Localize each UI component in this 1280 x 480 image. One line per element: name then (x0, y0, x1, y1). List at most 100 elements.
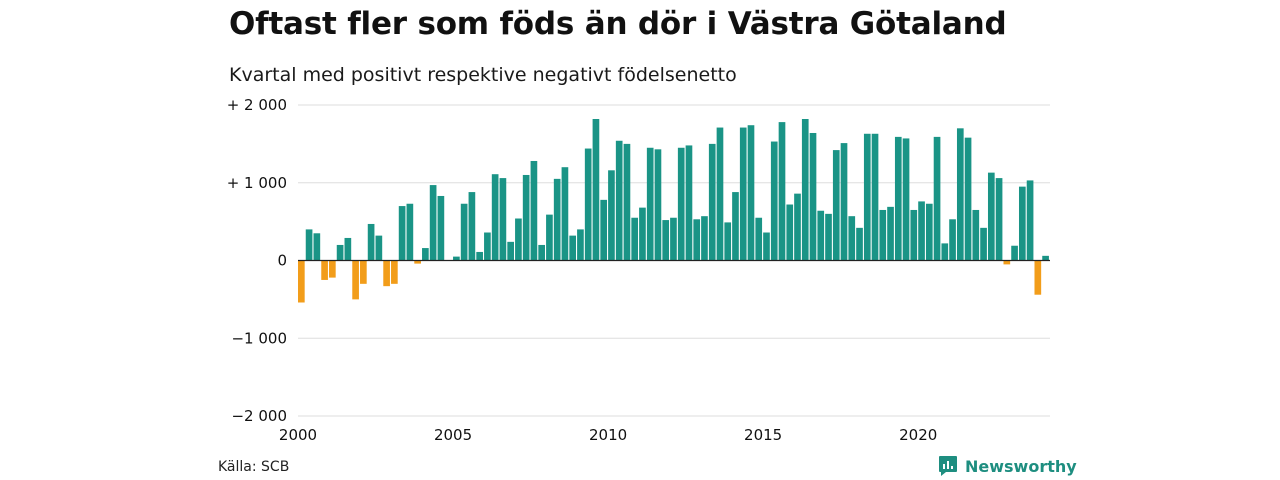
bar-2021K3 (964, 137, 972, 261)
bar-2008K3 (561, 167, 569, 261)
bar-2007K2 (522, 174, 530, 261)
y-axis-labels: + 2 000 + 1 000 0 −1 000 −2 000 (227, 96, 287, 425)
bar-2002K4 (383, 260, 390, 287)
bar-2000K3 (313, 233, 321, 261)
bar-2023K1 (1011, 245, 1018, 261)
bar-2005K4 (476, 251, 483, 261)
bar-2016K3 (809, 132, 817, 261)
bar-2009K2 (584, 148, 592, 261)
bar-2019K2 (894, 136, 902, 261)
bar-2007K1 (515, 218, 522, 261)
bar-2006K2 (491, 174, 499, 261)
bar-2021K1 (949, 219, 956, 261)
bar-2013K2 (708, 143, 716, 261)
bar-2022K2 (987, 172, 995, 261)
grid-lines (298, 104, 1050, 417)
bar-2011K2 (646, 147, 654, 261)
bar-2007K4 (538, 244, 545, 261)
bar-2005K3 (468, 192, 476, 261)
y-tick-label: + 1 000 (227, 174, 287, 192)
bar-2010K3 (623, 143, 631, 261)
bar-2012K1 (670, 217, 677, 261)
bar-2005K2 (460, 203, 468, 261)
bar-2004K3 (437, 195, 445, 261)
bar-2019K3 (902, 138, 910, 261)
bar-2012K3 (685, 145, 693, 261)
bar-2023K4 (1034, 260, 1042, 295)
bar-2012K2 (677, 147, 685, 261)
bar-2015K1 (763, 232, 770, 261)
bar-2019K1 (887, 206, 894, 261)
bar-2002K1 (360, 260, 367, 284)
bar-2015K2 (770, 141, 778, 261)
bar-2007K3 (530, 160, 538, 261)
bar-2001K1 (329, 260, 336, 278)
bar-2008K1 (546, 214, 553, 261)
bar-2004K2 (429, 185, 437, 261)
bar-2008K4 (569, 235, 577, 261)
bar-2011K4 (662, 220, 670, 261)
bar-2016K1 (794, 193, 801, 261)
bar-2003K2 (398, 206, 406, 261)
bar-2018K1 (856, 227, 863, 261)
bar-2014K1 (732, 192, 739, 261)
bar-2001K4 (352, 260, 359, 300)
bar-2009K1 (577, 229, 584, 261)
bar-2017K1 (825, 213, 832, 261)
bar-2017K4 (848, 216, 856, 261)
x-tick-label: 2000 (279, 426, 317, 444)
bar-2009K3 (592, 119, 600, 261)
bar-2003K3 (406, 203, 414, 261)
bar-2017K2 (832, 150, 840, 261)
bar-2014K3 (747, 125, 755, 261)
bar-2021K2 (956, 128, 964, 261)
x-axis-labels: 2000 2005 2010 2015 2020 (279, 426, 937, 444)
bar-2004K1 (422, 248, 429, 261)
newsworthy-logo: Newsworthy (938, 455, 1077, 477)
bar-2006K4 (507, 241, 514, 261)
y-tick-label: −1 000 (231, 329, 287, 347)
y-tick-label: + 2 000 (227, 96, 287, 114)
bar-2006K3 (499, 178, 507, 261)
bar-2003K1 (391, 260, 398, 284)
newsworthy-logo-text: Newsworthy (965, 456, 1077, 476)
bar-2023K2 (1018, 186, 1026, 261)
bar-2011K3 (654, 149, 662, 261)
bar-2000K2 (305, 229, 313, 261)
x-tick-label: 2010 (589, 426, 627, 444)
bar-2016K4 (817, 210, 825, 261)
bar-2022K4 (1003, 260, 1011, 265)
bar-2024K1 (1042, 255, 1049, 261)
bar-2010K4 (631, 217, 639, 261)
bar-2002K2 (367, 223, 375, 261)
bar-2003K4 (414, 260, 421, 264)
bar-2020K4 (941, 243, 949, 261)
x-tick-label: 2005 (434, 426, 472, 444)
bar-2000K4 (321, 260, 328, 280)
chart-title: Oftast fler som föds än dör i Västra Göt… (229, 6, 1007, 42)
y-tick-label: −2 000 (231, 407, 287, 425)
bar-2023K3 (1026, 180, 1034, 261)
bar-2018K4 (879, 209, 887, 261)
bar-2013K4 (724, 222, 732, 261)
bar-2021K4 (972, 209, 980, 261)
bar-2014K4 (755, 217, 763, 261)
bar-2020K2 (925, 203, 933, 261)
bar-2022K3 (995, 178, 1003, 261)
bar-2015K4 (786, 204, 794, 261)
bar-2010K1 (608, 170, 615, 261)
bars (298, 119, 1049, 303)
bar-2013K3 (716, 127, 724, 261)
bar-2020K3 (933, 136, 941, 261)
bar-2018K2 (863, 133, 871, 261)
bar-2019K4 (910, 209, 918, 261)
bar-2010K2 (615, 140, 623, 261)
bar-2015K3 (778, 122, 786, 261)
bar-2005K1 (453, 256, 460, 261)
x-tick-label: 2020 (899, 426, 937, 444)
bar-2013K1 (701, 216, 708, 261)
bar-2016K2 (801, 119, 809, 261)
bar-2020K1 (918, 201, 925, 261)
bar-chart: + 2 000 + 1 000 0 −1 000 −2 000 2000 2005 2010… (227, 96, 1050, 444)
bar-2022K1 (980, 227, 987, 261)
